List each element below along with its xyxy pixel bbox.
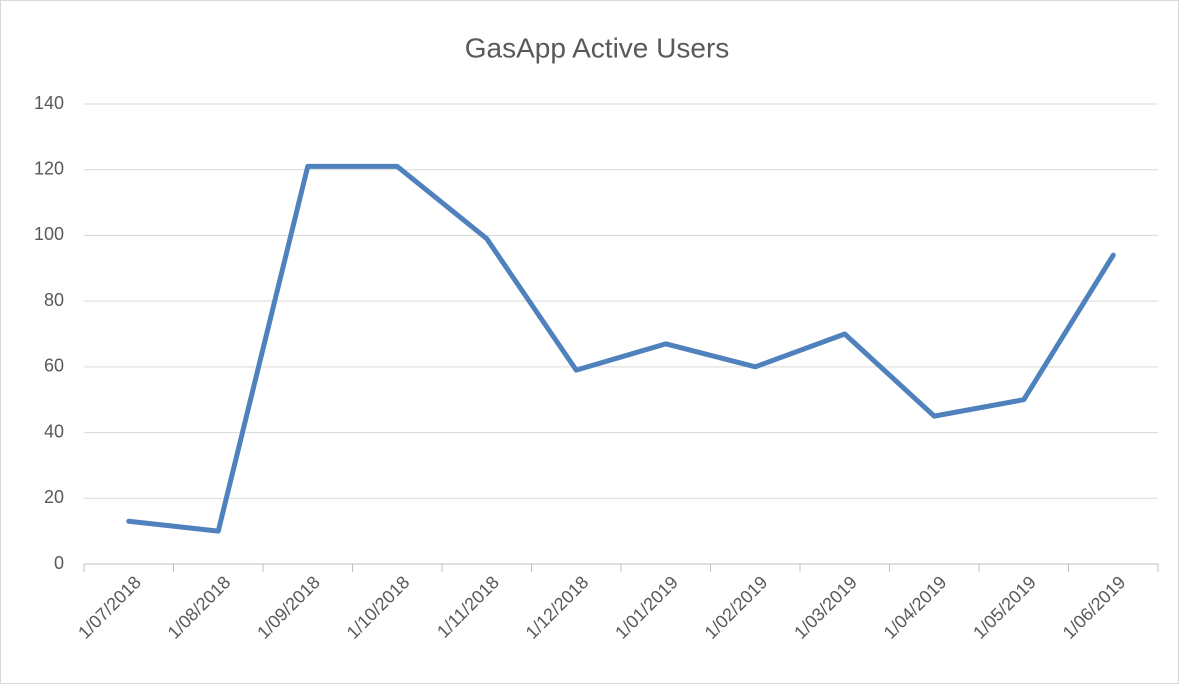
y-tick-label: 0 <box>54 553 64 573</box>
y-tick-label: 140 <box>34 93 64 113</box>
y-tick-label: 60 <box>44 356 64 376</box>
y-tick-label: 120 <box>34 158 64 178</box>
y-tick-label: 100 <box>34 224 64 244</box>
y-tick-label: 40 <box>44 421 64 441</box>
y-tick-label: 20 <box>44 487 64 507</box>
chart-title: GasApp Active Users <box>465 32 730 63</box>
data-line <box>126 163 1116 534</box>
y-tick-label: 80 <box>44 290 64 310</box>
